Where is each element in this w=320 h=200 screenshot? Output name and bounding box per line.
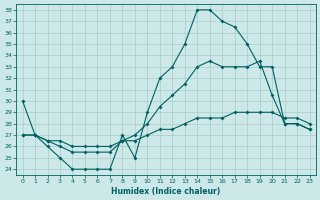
X-axis label: Humidex (Indice chaleur): Humidex (Indice chaleur) (111, 187, 221, 196)
